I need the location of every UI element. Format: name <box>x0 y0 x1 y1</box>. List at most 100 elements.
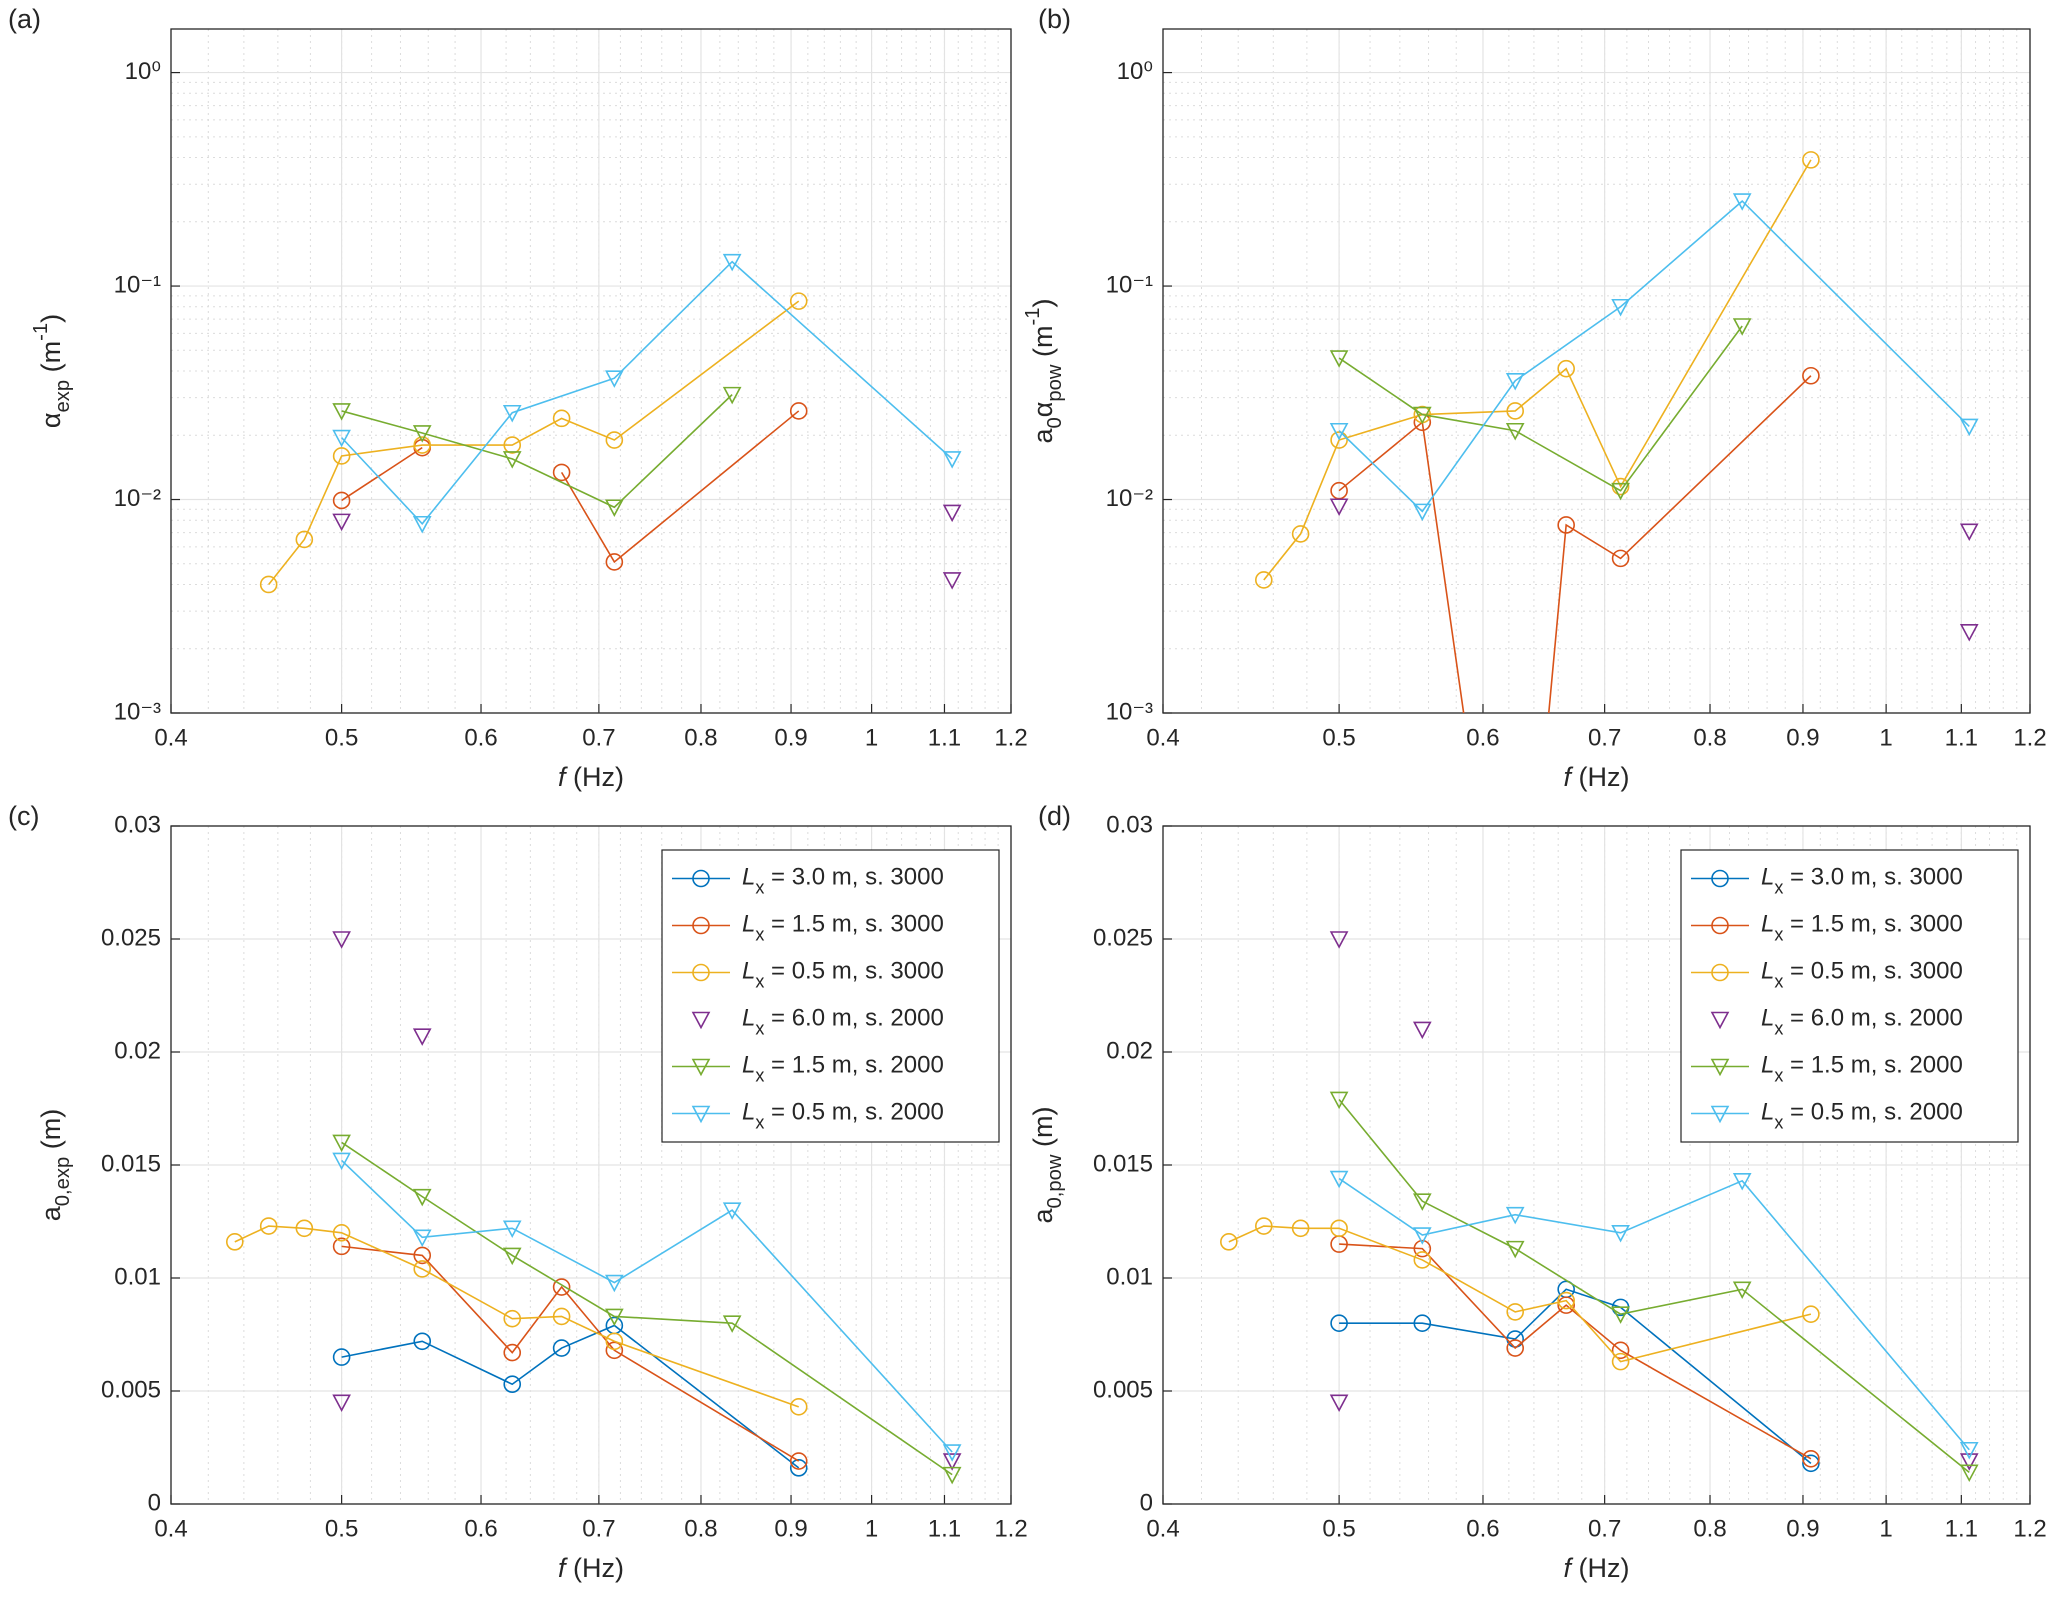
x-tick-label: 0.8 <box>1693 724 1726 751</box>
marker <box>942 1444 962 1462</box>
marker <box>332 1348 351 1366</box>
axes-box <box>1162 28 2031 714</box>
marker <box>1611 1306 1630 1324</box>
x-tick-label: 0.5 <box>1322 1515 1355 1542</box>
series-line <box>1228 1225 1812 1363</box>
marker <box>1802 366 1820 385</box>
series-line <box>341 260 953 525</box>
x-tick-label: 0.7 <box>1588 724 1621 751</box>
x-tick-label: 0.8 <box>684 724 717 751</box>
marker <box>1255 571 1273 589</box>
marker <box>332 1394 351 1413</box>
marker <box>942 1466 962 1485</box>
marker <box>942 451 962 469</box>
marker <box>502 451 522 469</box>
x-tick-label: 0.6 <box>464 1515 497 1542</box>
marker <box>1329 1170 1349 1189</box>
marker <box>259 575 278 594</box>
series-line <box>341 410 800 564</box>
x-tick-label: 1 <box>865 724 878 751</box>
marker <box>1959 418 1979 437</box>
marker <box>722 1315 742 1333</box>
series-line <box>341 1245 800 1462</box>
y-tick-label: 10⁻³ <box>1106 698 1153 725</box>
marker <box>789 1398 808 1416</box>
y-tick-label: 0.03 <box>114 811 161 838</box>
y-tick-label: 10⁰ <box>1117 58 1153 85</box>
panel: 0.4 0.5 0.6 0.7 0.8 0.9 1 1.1 1.2 0 0.005 0.01 0.015… <box>8 801 1028 1583</box>
marker <box>1506 1303 1524 1321</box>
marker <box>1412 503 1432 522</box>
marker <box>1412 1193 1432 1211</box>
x-tick-label: 0.4 <box>154 1515 187 1542</box>
marker <box>605 499 624 517</box>
marker <box>225 1233 244 1251</box>
legend-label: Lx = 0.5 m, s. 2000 <box>1761 1099 1963 1132</box>
y-tick-label: 0.025 <box>1093 924 1153 951</box>
marker <box>1611 1225 1630 1243</box>
legend-label: Lx = 1.5 m, s. 2000 <box>1761 1052 1963 1085</box>
x-tick-label: 0.7 <box>582 724 615 751</box>
x-tick-label: 0.6 <box>1466 1515 1499 1542</box>
x-tick-label: 0.6 <box>464 724 497 751</box>
marker <box>692 869 710 888</box>
marker <box>1557 1296 1575 1314</box>
marker <box>332 931 351 949</box>
marker <box>1220 1233 1238 1251</box>
data-layer <box>259 253 962 594</box>
series-line <box>1338 1098 1970 1473</box>
marker <box>552 463 571 482</box>
axes-box <box>1162 825 2031 1505</box>
x-tick-label: 1.2 <box>2013 1515 2046 1542</box>
marker <box>332 513 351 532</box>
x-tick-label: 0.4 <box>154 724 187 751</box>
x-tick-label: 0.9 <box>1786 724 1819 751</box>
axes-box <box>170 825 1012 1505</box>
marker <box>1329 498 1349 516</box>
x-tick-label: 1 <box>1879 1515 1892 1542</box>
marker <box>605 1274 624 1293</box>
x-tick-label: 0.4 <box>1146 724 1179 751</box>
marker <box>691 1105 711 1124</box>
legend-label: Lx = 3.0 m, s. 3000 <box>1761 864 1963 897</box>
data-layer <box>1255 151 1979 713</box>
marker <box>1732 318 1752 336</box>
marker <box>605 431 624 449</box>
x-axis-label: f (Hz) <box>558 762 624 792</box>
marker <box>1959 1453 1979 1471</box>
x-tick-label: 0.8 <box>1693 1515 1726 1542</box>
legend-label: Lx = 1.5 m, s. 3000 <box>742 911 944 944</box>
marker <box>789 292 808 310</box>
y-tick-label: 0.015 <box>101 1150 161 1177</box>
panel: 0.4 0.5 0.6 0.7 0.8 0.9 1 1.1 1.2 10⁻³ 10⁻² 10⁻¹ 10⁰… <box>8 4 1028 792</box>
marker <box>1330 1219 1348 1238</box>
marker <box>295 530 314 549</box>
marker <box>502 404 522 423</box>
marker <box>691 1058 711 1077</box>
y-tick-label: 0.005 <box>101 1376 161 1403</box>
marker <box>789 1459 808 1477</box>
series-line <box>341 1324 800 1469</box>
x-tick-label: 0.8 <box>684 1515 717 1542</box>
marker <box>942 504 962 523</box>
marker <box>1412 1227 1432 1245</box>
marker <box>1732 1173 1752 1191</box>
marker <box>605 1308 624 1327</box>
marker <box>942 572 962 590</box>
marker <box>1611 1341 1630 1360</box>
series-line <box>1339 1243 1812 1460</box>
marker <box>413 1332 432 1351</box>
y-tick-label: 0.01 <box>1106 1263 1153 1290</box>
x-tick-label: 1.1 <box>928 724 961 751</box>
marker <box>332 429 351 448</box>
x-tick-label: 1.2 <box>994 724 1027 751</box>
x-tick-label: 1.2 <box>2013 724 2046 751</box>
y-tick-label: 10⁻² <box>1106 485 1153 512</box>
marker <box>1611 549 1630 568</box>
panel-label: (c) <box>8 801 39 831</box>
axes-box <box>170 28 1012 714</box>
x-tick-label: 1 <box>865 1515 878 1542</box>
marker <box>1329 931 1349 949</box>
marker <box>1959 624 1979 642</box>
